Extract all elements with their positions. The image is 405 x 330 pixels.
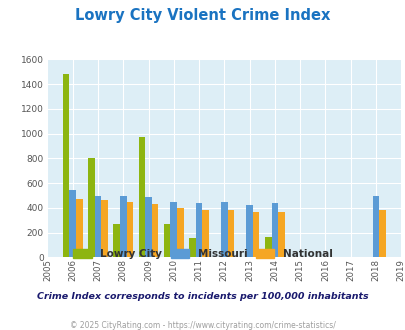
Legend: Lowry City, Missouri, National: Lowry City, Missouri, National bbox=[73, 248, 332, 259]
Bar bbox=[88, 158, 94, 257]
Bar bbox=[63, 74, 69, 257]
Bar bbox=[246, 205, 252, 257]
Text: Crime Index corresponds to incidents per 100,000 inhabitants: Crime Index corresponds to incidents per… bbox=[37, 292, 368, 301]
Bar bbox=[138, 137, 145, 257]
Bar bbox=[195, 203, 202, 257]
Bar bbox=[189, 238, 195, 257]
Text: Lowry City Violent Crime Index: Lowry City Violent Crime Index bbox=[75, 8, 330, 23]
Bar bbox=[145, 197, 151, 257]
Bar bbox=[202, 210, 209, 257]
Bar bbox=[126, 202, 133, 257]
Bar bbox=[220, 202, 227, 257]
Bar bbox=[170, 202, 177, 257]
Bar bbox=[101, 201, 108, 257]
Bar bbox=[69, 190, 76, 257]
Bar bbox=[76, 199, 82, 257]
Text: © 2025 CityRating.com - https://www.cityrating.com/crime-statistics/: © 2025 CityRating.com - https://www.city… bbox=[70, 321, 335, 330]
Bar bbox=[151, 204, 158, 257]
Bar bbox=[94, 195, 101, 257]
Bar bbox=[227, 210, 234, 257]
Bar bbox=[271, 203, 277, 257]
Bar bbox=[164, 224, 170, 257]
Bar bbox=[177, 208, 183, 257]
Bar bbox=[119, 195, 126, 257]
Bar bbox=[252, 212, 259, 257]
Bar bbox=[113, 224, 119, 257]
Bar bbox=[372, 195, 378, 257]
Bar bbox=[277, 212, 284, 257]
Bar bbox=[264, 237, 271, 257]
Bar bbox=[378, 211, 385, 257]
